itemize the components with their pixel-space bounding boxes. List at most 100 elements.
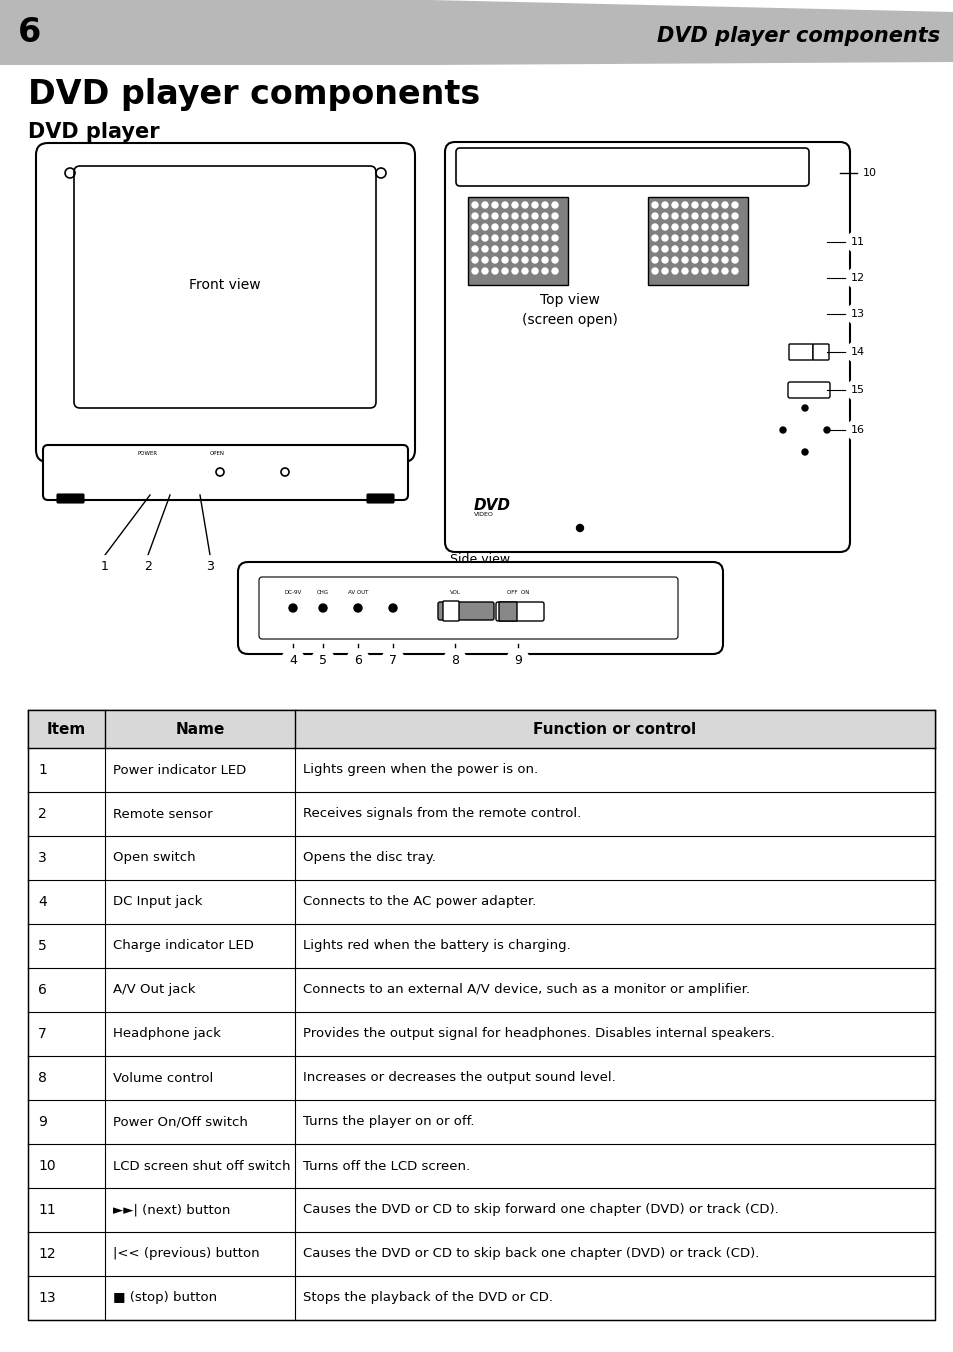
Circle shape <box>492 224 497 230</box>
Text: 4: 4 <box>289 653 296 667</box>
Circle shape <box>521 257 527 264</box>
Circle shape <box>796 301 821 326</box>
Circle shape <box>661 201 667 208</box>
Text: Stops the playback of the DVD or CD.: Stops the playback of the DVD or CD. <box>303 1291 553 1305</box>
Circle shape <box>552 235 558 241</box>
FancyBboxPatch shape <box>74 166 375 408</box>
Circle shape <box>501 224 507 230</box>
Circle shape <box>506 649 529 671</box>
Text: VOL: VOL <box>449 589 460 595</box>
FancyBboxPatch shape <box>787 383 829 397</box>
Circle shape <box>532 214 537 219</box>
FancyBboxPatch shape <box>496 602 543 621</box>
Circle shape <box>711 235 718 241</box>
Circle shape <box>701 235 707 241</box>
Circle shape <box>701 214 707 219</box>
Text: Front view: Front view <box>189 279 260 292</box>
Circle shape <box>552 246 558 251</box>
FancyBboxPatch shape <box>258 577 678 639</box>
Text: Volume control: Volume control <box>112 1072 213 1084</box>
Circle shape <box>721 257 727 264</box>
Text: |<< (previous) button: |<< (previous) button <box>112 1248 259 1260</box>
FancyBboxPatch shape <box>437 602 494 621</box>
Circle shape <box>661 246 667 251</box>
Text: 12: 12 <box>850 273 864 283</box>
Circle shape <box>521 235 527 241</box>
Text: 13: 13 <box>38 1291 55 1305</box>
Circle shape <box>501 201 507 208</box>
Circle shape <box>501 235 507 241</box>
Circle shape <box>651 268 658 274</box>
Circle shape <box>137 556 159 579</box>
Circle shape <box>661 235 667 241</box>
Circle shape <box>701 201 707 208</box>
Circle shape <box>472 268 477 274</box>
Circle shape <box>532 268 537 274</box>
Circle shape <box>481 246 488 251</box>
FancyBboxPatch shape <box>36 143 415 462</box>
Circle shape <box>472 257 477 264</box>
Text: 7: 7 <box>38 1028 47 1041</box>
Circle shape <box>282 598 304 619</box>
Circle shape <box>146 461 153 469</box>
Text: Top view
(screen open): Top view (screen open) <box>521 293 618 327</box>
Circle shape <box>389 604 396 612</box>
Text: 4: 4 <box>38 895 47 909</box>
Circle shape <box>492 214 497 219</box>
Circle shape <box>721 246 727 251</box>
Circle shape <box>532 235 537 241</box>
Text: OFF  ON: OFF ON <box>506 589 529 595</box>
Circle shape <box>481 214 488 219</box>
Circle shape <box>512 257 517 264</box>
Text: 7: 7 <box>389 653 396 667</box>
Circle shape <box>681 268 687 274</box>
Text: Opens the disc tray.: Opens the disc tray. <box>303 852 436 864</box>
Circle shape <box>731 268 738 274</box>
Circle shape <box>801 406 807 411</box>
Circle shape <box>501 257 507 264</box>
Circle shape <box>774 400 834 460</box>
Text: ■ (stop) button: ■ (stop) button <box>112 1291 217 1305</box>
FancyBboxPatch shape <box>444 142 849 552</box>
Circle shape <box>199 556 221 579</box>
Text: 5: 5 <box>318 653 327 667</box>
Text: Name: Name <box>175 722 225 737</box>
Circle shape <box>651 246 658 251</box>
FancyBboxPatch shape <box>237 562 722 654</box>
Circle shape <box>492 235 497 241</box>
Circle shape <box>541 268 547 274</box>
FancyBboxPatch shape <box>498 602 517 621</box>
Text: Connects to the AC power adapter.: Connects to the AC power adapter. <box>303 895 536 909</box>
Text: 8: 8 <box>38 1071 47 1086</box>
Text: 6: 6 <box>38 983 47 996</box>
Circle shape <box>858 162 880 184</box>
Circle shape <box>501 246 507 251</box>
Circle shape <box>481 268 488 274</box>
Text: 2: 2 <box>144 561 152 573</box>
Circle shape <box>731 246 738 251</box>
Circle shape <box>846 303 868 324</box>
Circle shape <box>512 246 517 251</box>
Circle shape <box>512 224 517 230</box>
Circle shape <box>576 525 583 531</box>
Circle shape <box>661 214 667 219</box>
Circle shape <box>651 257 658 264</box>
Circle shape <box>701 246 707 251</box>
Circle shape <box>846 341 868 362</box>
Circle shape <box>711 201 718 208</box>
Circle shape <box>651 224 658 230</box>
Circle shape <box>681 257 687 264</box>
Circle shape <box>731 235 738 241</box>
Circle shape <box>282 649 304 671</box>
Text: 9: 9 <box>514 653 521 667</box>
Text: Headphone jack: Headphone jack <box>112 1028 221 1041</box>
Text: OPEN: OPEN <box>210 452 225 456</box>
Text: 10: 10 <box>862 168 876 178</box>
Circle shape <box>532 201 537 208</box>
Circle shape <box>681 246 687 251</box>
Text: VIDEO: VIDEO <box>474 512 494 516</box>
Circle shape <box>731 214 738 219</box>
Circle shape <box>846 419 868 441</box>
Circle shape <box>671 235 678 241</box>
Circle shape <box>481 257 488 264</box>
